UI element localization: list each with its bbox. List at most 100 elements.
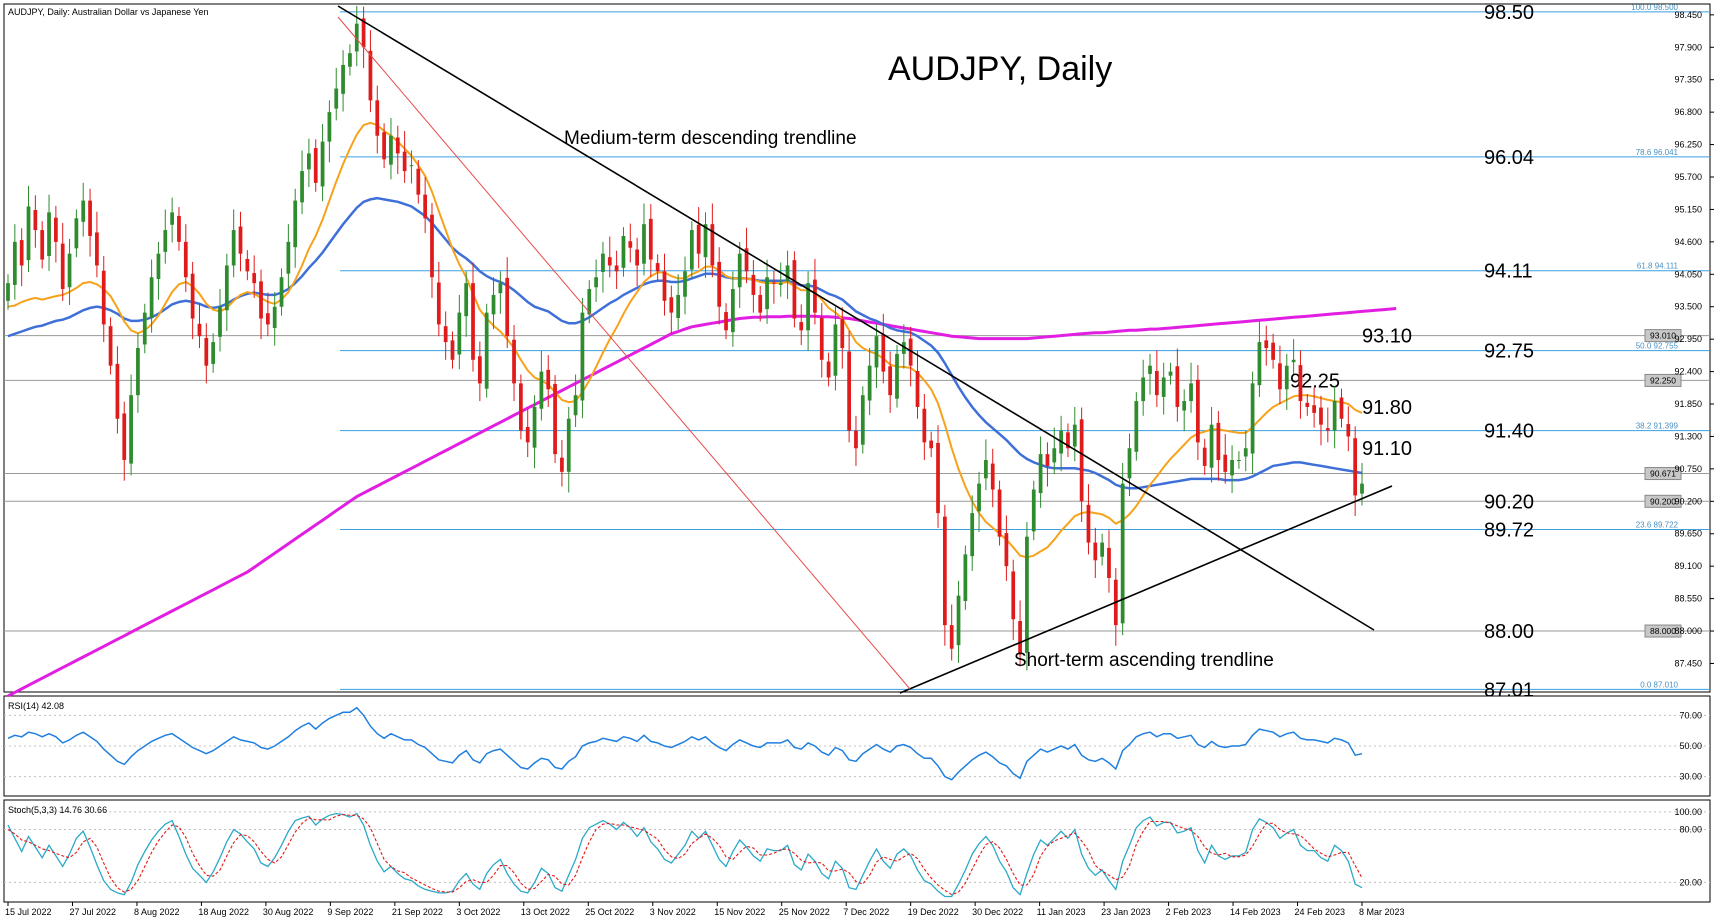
candle-body (696, 224, 701, 254)
candle-body (1243, 448, 1248, 457)
fib-level-tag: 0.0 87.010 (1640, 680, 1678, 689)
candle-body (450, 340, 455, 360)
candle-body (279, 277, 284, 307)
candle-body (402, 151, 407, 172)
descending-trendline-label: Medium-term descending trendline (564, 128, 857, 149)
candle-body (300, 171, 304, 203)
time-tick-label: 25 Oct 2022 (585, 907, 634, 917)
candle-body (813, 279, 817, 313)
candle-body (730, 289, 735, 333)
price-level-box (1644, 467, 1682, 481)
candle-body (238, 226, 243, 254)
candle-body (703, 224, 708, 258)
candle-body (628, 241, 633, 248)
candle-body (211, 342, 216, 364)
price-tick-label: 94.600 (1674, 237, 1702, 247)
candle-body (436, 282, 441, 325)
level-label: 92.75 (1484, 341, 1534, 363)
candle-body (1011, 571, 1016, 620)
candle-body (963, 554, 968, 601)
candle-body (806, 283, 810, 331)
price-tick-label: 95.700 (1674, 172, 1702, 182)
candle-body (984, 460, 988, 479)
price-level-box (1644, 329, 1682, 343)
price-level-box-label: 90.200 (1650, 496, 1676, 506)
candle-body (553, 383, 557, 455)
candle-body (997, 489, 1002, 537)
candle-body (1168, 371, 1173, 376)
time-tick-label: 27 Jul 2022 (69, 907, 116, 917)
candle-body (1209, 424, 1214, 468)
candle-body (1127, 448, 1132, 479)
price-tick-label: 97.900 (1674, 42, 1702, 52)
candle-body (1100, 542, 1105, 557)
candle-body (505, 277, 510, 337)
candle-body (389, 135, 393, 165)
time-tick-label: 18 Aug 2022 (198, 907, 249, 917)
candle-body (587, 289, 592, 315)
candle-body (874, 336, 879, 368)
candle-body (881, 334, 886, 372)
price-tick-label: 89.100 (1674, 561, 1702, 571)
price-tick-label: 95.150 (1674, 204, 1702, 214)
candle-body (1052, 448, 1057, 463)
ascending-trendline (899, 485, 1393, 694)
candle-body (895, 353, 899, 399)
price-tick-label: 92.950 (1674, 334, 1702, 344)
time-tick-label: 30 Aug 2022 (263, 907, 314, 917)
candle-body (758, 294, 763, 313)
candle-body (457, 312, 462, 355)
candle-body (1182, 401, 1187, 411)
time-tick-label: 25 Nov 2022 (779, 907, 830, 917)
chart-title: AUDJPY, Daily (888, 50, 1112, 88)
candle-body (833, 324, 838, 376)
candle-body (676, 294, 681, 318)
level-label: 96.04 (1484, 147, 1534, 169)
candle-body (785, 265, 790, 282)
fib-level-tag: 100.0 98.500 (1631, 3, 1678, 12)
candle-body (737, 253, 742, 288)
candle-body (949, 625, 954, 649)
ma-slow-layer (7, 307, 1397, 698)
price-panel-frame (3, 3, 1711, 693)
candle-body (942, 516, 947, 626)
candle-body (313, 148, 318, 183)
candle-body (867, 365, 872, 401)
candle-body (607, 257, 612, 266)
candle-body (614, 265, 619, 272)
candle-body (1216, 422, 1221, 461)
fib-level-tag: 38.2 91.399 (1636, 422, 1679, 431)
candle-body (1031, 489, 1036, 532)
candle-body (744, 248, 749, 272)
candle-body (272, 306, 277, 328)
candle-body (662, 271, 667, 301)
level-label: 94.11 (1484, 261, 1533, 283)
time-tick-label: 7 Dec 2022 (843, 907, 889, 917)
price-tick-label: 91.850 (1674, 399, 1702, 409)
stoch-d-line (7, 813, 1363, 896)
descending-trendline (337, 5, 1375, 631)
candle-body (1120, 483, 1125, 624)
candle-body (307, 153, 311, 170)
price-level-box-label: 92.250 (1650, 375, 1676, 385)
time-tick-label: 15 Jul 2022 (5, 907, 52, 917)
candle-body (443, 326, 448, 343)
price-tick-label: 88.000 (1674, 626, 1702, 636)
candle-body (847, 351, 851, 431)
time-tick-label: 3 Oct 2022 (456, 907, 500, 917)
candle-body (1025, 536, 1029, 653)
candle-body (860, 395, 865, 445)
candle-body (1161, 377, 1166, 397)
candle-body (348, 53, 352, 67)
trendlines (337, 5, 1393, 694)
level-label: 90.20 (1484, 491, 1534, 513)
candle-body (108, 326, 113, 366)
time-tick-label: 2 Feb 2023 (1166, 907, 1212, 917)
time-tick-label: 21 Sep 2022 (392, 907, 443, 917)
candle-body (1196, 379, 1200, 443)
level-label: 89.72 (1484, 519, 1534, 541)
price-level-box-label: 93.010 (1650, 331, 1676, 341)
fib-level-tag: 50.0 92.755 (1636, 342, 1679, 351)
price-level-box-label: 88.000 (1650, 626, 1676, 636)
